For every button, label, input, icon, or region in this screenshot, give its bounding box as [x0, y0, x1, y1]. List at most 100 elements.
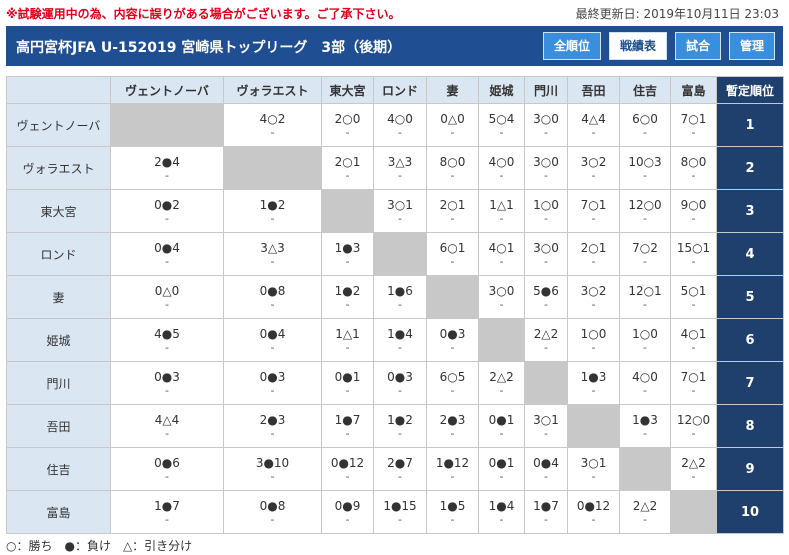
match-result-cell[interactable]: 1●3- — [567, 361, 620, 405]
nav-record-button[interactable]: 戦績表 — [608, 32, 667, 60]
match-result-cell[interactable]: 3○0- — [524, 232, 568, 276]
match-result-cell[interactable]: 3○1- — [524, 404, 568, 448]
match-result-cell[interactable]: 1●7- — [524, 490, 568, 534]
match-result-cell[interactable]: 0●12- — [567, 490, 620, 534]
match-sub-score: - — [398, 427, 402, 440]
match-result-cell[interactable]: 4○0- — [373, 103, 427, 147]
match-result-cell[interactable]: 4○0- — [619, 361, 671, 405]
match-result-cell[interactable]: 5●6- — [524, 275, 568, 319]
match-result-cell[interactable]: 1●3- — [321, 232, 374, 276]
match-result-cell[interactable]: 6○1- — [426, 232, 479, 276]
match-result-cell[interactable]: 9○0- — [670, 189, 717, 233]
match-result-cell[interactable]: 7○1- — [567, 189, 620, 233]
match-result-cell[interactable]: 2△2- — [524, 318, 568, 362]
match-result-cell[interactable]: 0●12- — [321, 447, 374, 491]
match-result-cell[interactable]: 1△1- — [321, 318, 374, 362]
match-result-cell[interactable]: 6○5- — [426, 361, 479, 405]
match-result-cell[interactable]: 1●7- — [110, 490, 224, 534]
nav-admin-button[interactable]: 管理 — [728, 32, 775, 60]
match-result-cell[interactable]: 0●6- — [110, 447, 224, 491]
match-result-cell[interactable]: 0●4- — [110, 232, 224, 276]
match-result-cell[interactable]: 1●4- — [478, 490, 525, 534]
match-result-cell[interactable]: 12○0- — [619, 189, 671, 233]
match-result-cell[interactable]: 1○0- — [619, 318, 671, 362]
match-result-cell[interactable]: 3○0- — [524, 103, 568, 147]
match-result-cell[interactable]: 4○1- — [478, 232, 525, 276]
match-result-cell[interactable]: 2△2- — [619, 490, 671, 534]
match-result-cell[interactable]: 0●1- — [478, 404, 525, 448]
match-result-cell[interactable]: 2△2- — [670, 447, 717, 491]
match-result-cell[interactable]: 5○1- — [670, 275, 717, 319]
match-result-cell[interactable]: 2○1- — [321, 146, 374, 190]
match-result-cell[interactable]: 4●5- — [110, 318, 224, 362]
match-result-cell[interactable]: 2●3- — [426, 404, 479, 448]
match-result-cell[interactable]: 4○1- — [670, 318, 717, 362]
match-result-cell[interactable]: 0●4- — [223, 318, 322, 362]
match-result-cell[interactable]: 3△3- — [223, 232, 322, 276]
match-result-cell[interactable]: 0●3- — [426, 318, 479, 362]
match-result-cell[interactable]: 2●7- — [373, 447, 427, 491]
match-result-cell[interactable]: 0●3- — [373, 361, 427, 405]
match-result-cell[interactable]: 0●1- — [478, 447, 525, 491]
match-result-cell[interactable]: 1●4- — [373, 318, 427, 362]
match-result-cell[interactable]: 15○1- — [670, 232, 717, 276]
match-result-cell[interactable]: 6○0- — [619, 103, 671, 147]
nav-standings-button[interactable]: 全順位 — [542, 32, 601, 60]
match-result-cell[interactable]: 1●15- — [373, 490, 427, 534]
match-result-cell[interactable]: 1●7- — [321, 404, 374, 448]
match-result-cell[interactable]: 1△1- — [478, 189, 525, 233]
match-result-cell[interactable]: 0●1- — [321, 361, 374, 405]
match-result-cell[interactable]: 4○2- — [223, 103, 322, 147]
match-result-cell[interactable]: 1●6- — [373, 275, 427, 319]
match-result-cell[interactable]: 7○2- — [619, 232, 671, 276]
match-result-cell[interactable]: 0●8- — [223, 275, 322, 319]
match-result-cell[interactable]: 7○1- — [670, 103, 717, 147]
match-result-cell[interactable]: 7○1- — [670, 361, 717, 405]
match-result-cell[interactable]: 1○0- — [567, 318, 620, 362]
match-score: 1○0 — [580, 327, 607, 341]
match-result-cell[interactable]: 0●4- — [524, 447, 568, 491]
match-score: 0●8 — [259, 499, 286, 513]
match-result-cell[interactable]: 3○2- — [567, 275, 620, 319]
match-result-cell[interactable]: 1○0- — [524, 189, 568, 233]
match-result-cell[interactable]: 3○0- — [524, 146, 568, 190]
match-score: 0●1 — [488, 413, 515, 427]
match-result-cell[interactable]: 2△2- — [478, 361, 525, 405]
match-result-cell[interactable]: 3●10- — [223, 447, 322, 491]
match-result-cell[interactable]: 0●3- — [110, 361, 224, 405]
match-result-cell[interactable]: 2●3- — [223, 404, 322, 448]
match-result-cell[interactable]: 1●2- — [321, 275, 374, 319]
match-score: 2△2 — [681, 456, 706, 470]
match-result-cell[interactable]: 5○4- — [478, 103, 525, 147]
match-result-cell[interactable]: 1●2- — [223, 189, 322, 233]
match-result-cell[interactable]: 3○1- — [373, 189, 427, 233]
match-result-cell[interactable]: 4○0- — [478, 146, 525, 190]
match-result-cell[interactable]: 0△0- — [110, 275, 224, 319]
match-result-cell[interactable]: 8○0- — [670, 146, 717, 190]
match-result-cell[interactable]: 3○0- — [478, 275, 525, 319]
match-result-cell[interactable]: 0●9- — [321, 490, 374, 534]
nav-matches-button[interactable]: 試合 — [674, 32, 721, 60]
match-score: 1△1 — [335, 327, 360, 341]
match-result-cell[interactable]: 0●8- — [223, 490, 322, 534]
match-result-cell[interactable]: 1●3- — [619, 404, 671, 448]
match-result-cell[interactable]: 0△0- — [426, 103, 479, 147]
match-result-cell[interactable]: 3○1- — [567, 447, 620, 491]
match-result-cell[interactable]: 4△4- — [567, 103, 620, 147]
match-result-cell[interactable]: 2●4- — [110, 146, 224, 190]
match-result-cell[interactable]: 0●3- — [223, 361, 322, 405]
match-result-cell[interactable]: 12○0- — [670, 404, 717, 448]
match-result-cell[interactable]: 4△4- — [110, 404, 224, 448]
match-result-cell[interactable]: 8○0- — [426, 146, 479, 190]
match-result-cell[interactable]: 10○3- — [619, 146, 671, 190]
match-result-cell[interactable]: 1●2- — [373, 404, 427, 448]
match-result-cell[interactable]: 12○1- — [619, 275, 671, 319]
match-result-cell[interactable]: 3△3- — [373, 146, 427, 190]
match-result-cell[interactable]: 3○2- — [567, 146, 620, 190]
match-result-cell[interactable]: 2○1- — [426, 189, 479, 233]
match-result-cell[interactable]: 2○0- — [321, 103, 374, 147]
match-result-cell[interactable]: 0●2- — [110, 189, 224, 233]
match-result-cell[interactable]: 1●5- — [426, 490, 479, 534]
match-result-cell[interactable]: 1●12- — [426, 447, 479, 491]
match-result-cell[interactable]: 2○1- — [567, 232, 620, 276]
